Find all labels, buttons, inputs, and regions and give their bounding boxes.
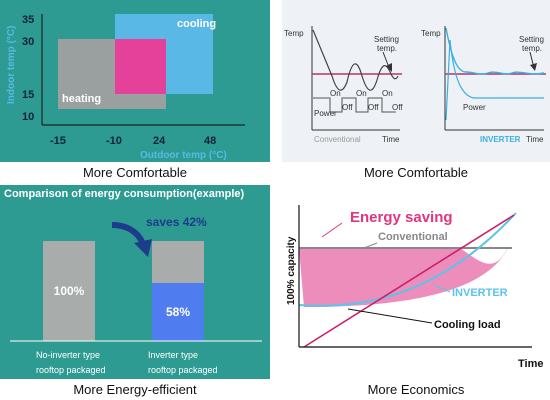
off-label: Off [342,103,353,112]
overlap-region [115,39,166,94]
category-label: No-inverter type [36,350,100,360]
y-axis-label: Indoor temp (°C) [6,26,17,104]
caption-temp-control: More Comfortable [363,165,469,180]
panel-background [282,0,550,162]
temp-control-panel: Temp Setting temp. Power On On On Off Of… [282,0,550,162]
category-label: rooftop packaged [36,365,106,375]
energy-comparison-chart: Comparison of energy consumption(example… [0,185,270,379]
conventional-name: Conventional [314,135,361,144]
bar-inverter [152,283,204,341]
x-axis-label: Time [518,358,543,370]
caption-comfort-range: More Comfortable [82,165,188,180]
category-label: rooftop packaged [148,365,218,375]
inverter-label: INVERTER [452,287,508,299]
x-tick: 48 [204,135,216,147]
power-label: Power [314,109,337,118]
conventional-temp-curve [312,29,399,91]
title-pointer [321,222,343,238]
y-axis-label: 100% capacity [286,236,297,305]
off-label: Off [368,103,379,112]
conventional-pointer [363,242,378,249]
category-label: Inverter type [148,350,198,360]
bar-value-label: 100% [54,284,85,298]
conventional-chart: Temp Setting temp. Power On On On Off Of… [284,26,403,144]
comfort-range-panel: cooling heating 35 30 15 10 -15 -10 24 4… [0,0,270,162]
chart-title: Comparison of energy consumption(example… [4,188,245,200]
inverter-curve [298,212,517,307]
heating-label: heating [62,93,101,105]
x-tick: -15 [50,135,66,147]
y-tick: 10 [22,111,34,123]
x-axis-label: Time [382,135,400,144]
inverter-power-curve [445,39,544,121]
comfort-range-diagram: cooling heating 35 30 15 10 -15 -10 24 4… [0,0,270,162]
x-tick: -10 [106,135,122,147]
x-tick: 24 [153,135,166,147]
cooling-label: cooling [177,18,216,30]
conventional-power-curve [313,97,396,113]
bar-no-inverter [43,241,95,341]
cooling-load-line [303,214,515,348]
inverter-name: INVERTER [480,135,521,144]
energy-saving-diagram: Energy saving Conventional INVERTER Cool… [282,185,550,379]
energy-saving-panel: Energy saving Conventional INVERTER Cool… [282,185,550,379]
energy-comparison-panel: Comparison of energy consumption(example… [0,185,270,379]
power-label: Power [463,103,486,112]
conventional-label: Conventional [378,231,448,243]
arrow-head [134,239,152,257]
y-tick: 35 [22,14,34,26]
caption-economics: More Economics [367,382,465,397]
inverter-pointer [433,284,451,293]
inverter-temp-curve [445,27,545,75]
y-axis-label: Temp [284,29,304,38]
off-label: Off [392,103,403,112]
saving-area [299,247,508,307]
chart-title: Energy saving [350,209,453,226]
arrow-head [386,63,392,72]
y-tick: 15 [22,89,34,101]
bar-group: 100% 58% [43,241,204,341]
temp-control-diagram: Temp Setting temp. Power On On On Off Of… [282,0,550,162]
caption-energy-efficient: More Energy-efficient [73,382,197,397]
x-axis-label: Time [526,135,544,144]
arrow-head [530,63,537,71]
setting-label-line1: Setting [519,35,544,44]
on-label: On [382,89,393,98]
setting-label-line1: Setting [374,35,399,44]
x-axis-label: Outdoor temp (°C) [140,150,227,161]
bar-value-label: 58% [166,305,190,319]
saves-label: saves 42% [146,215,207,229]
cooling-load-pointer [347,308,433,324]
on-label: On [330,89,341,98]
cooling-load-label: Cooling load [434,319,501,331]
inverter-chart: Temp Setting temp. Power INVERTER Time [421,26,546,144]
y-tick: 30 [22,36,34,48]
setting-label-line2: temp. [522,44,542,53]
setting-label-line2: temp. [377,44,397,53]
y-axis-label: Temp [421,29,441,38]
on-label: On [356,89,367,98]
